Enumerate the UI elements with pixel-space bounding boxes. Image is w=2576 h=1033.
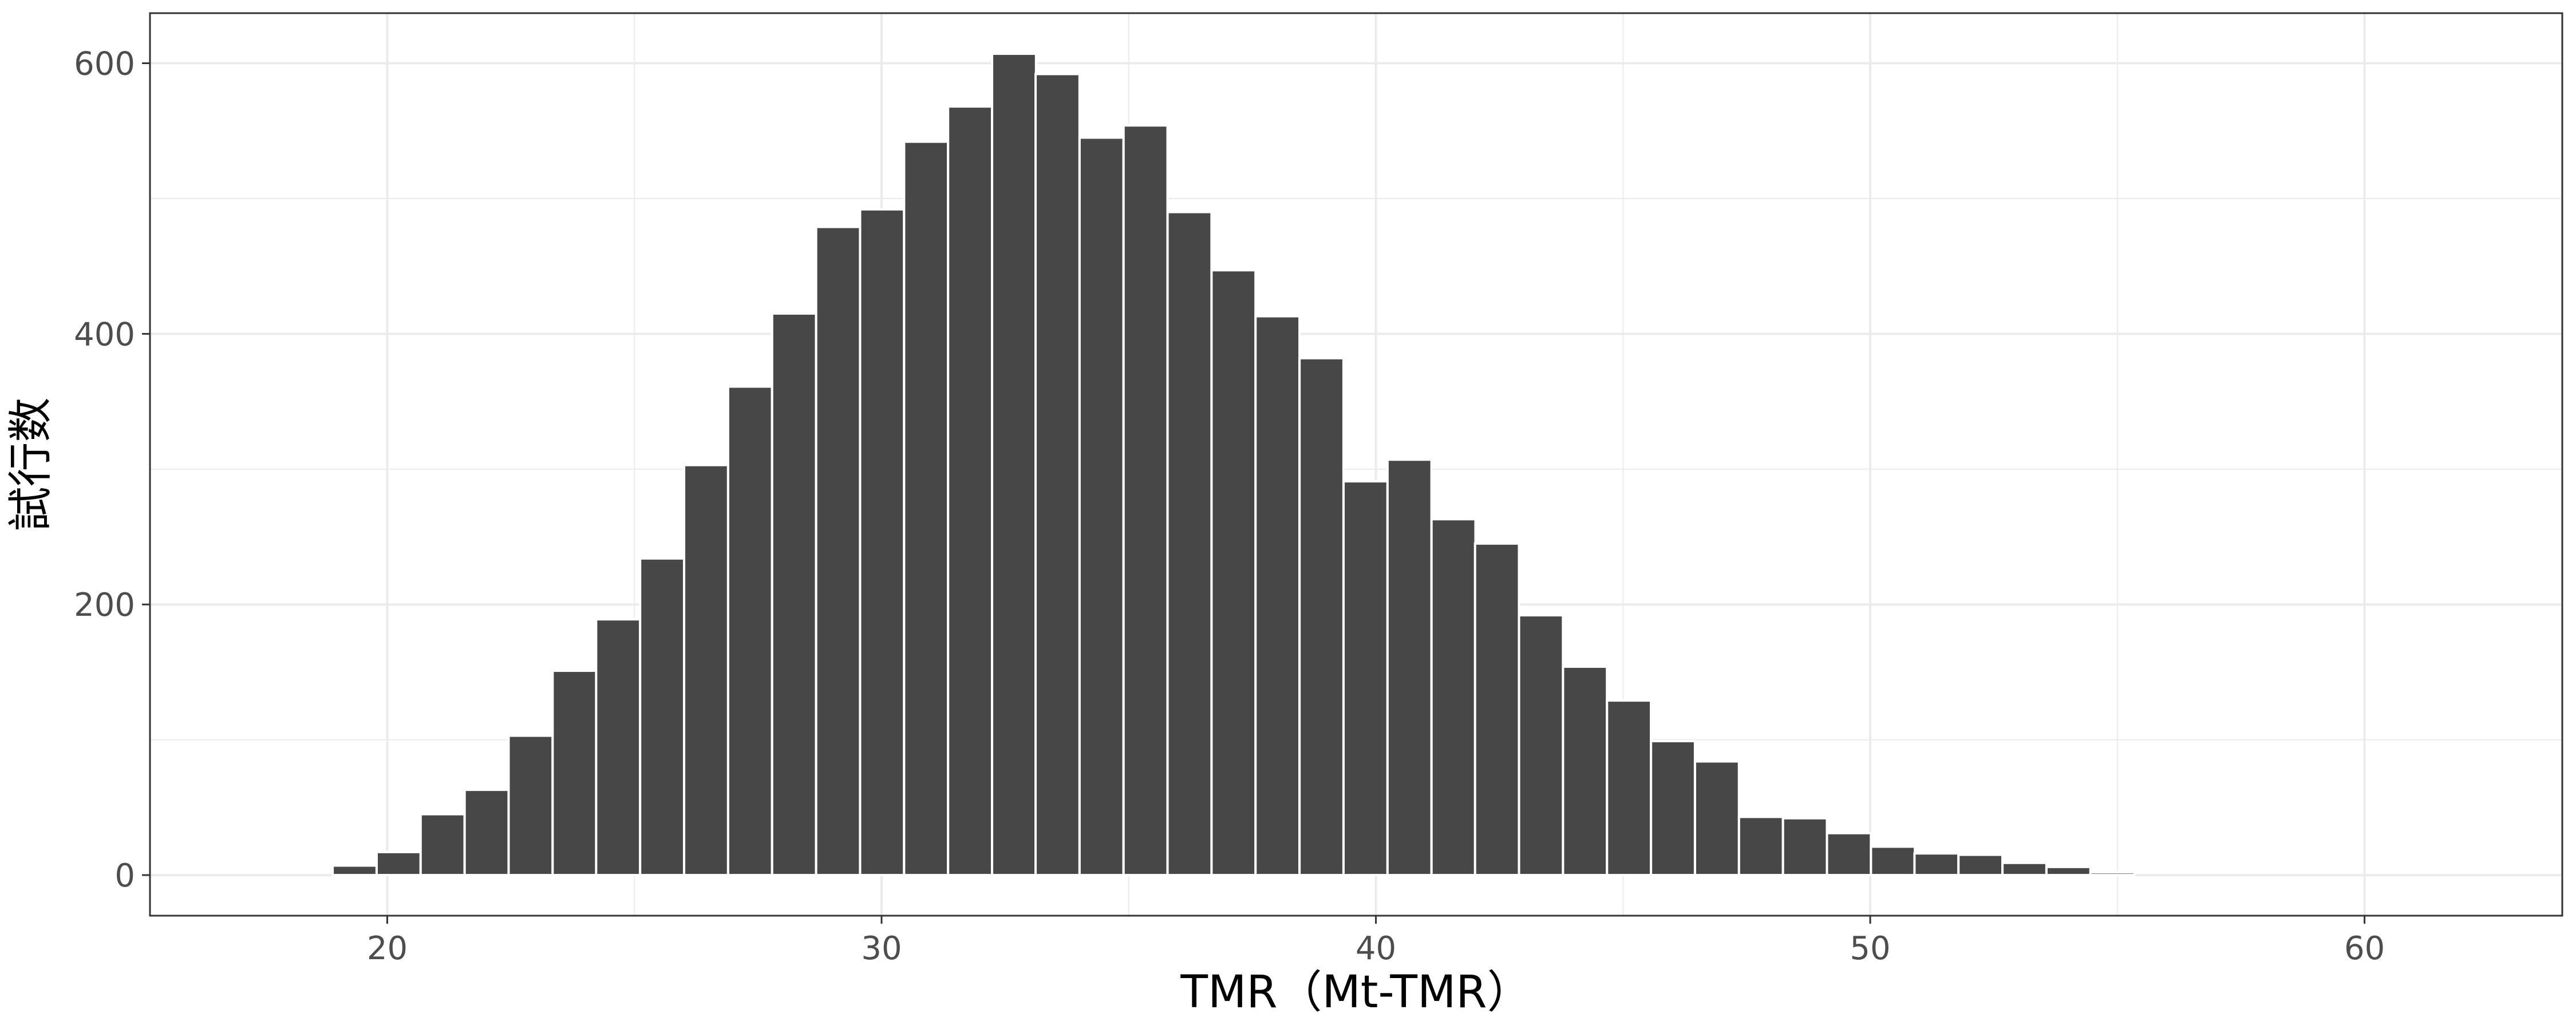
histogram-bar — [507, 734, 554, 877]
histogram-bar — [1298, 357, 1345, 877]
histogram-bar — [595, 618, 642, 877]
histogram-bar — [1386, 458, 1433, 877]
histogram-bar — [683, 464, 729, 877]
histogram-bar — [1078, 136, 1125, 877]
histogram-bar — [1870, 845, 1917, 877]
histogram-bar — [1957, 853, 2004, 877]
histogram-bar — [419, 813, 466, 877]
histogram-bar — [463, 789, 510, 877]
histogram-bar — [1166, 211, 1213, 877]
histogram-bar — [1342, 480, 1389, 877]
y-tick-label: 400 — [74, 316, 135, 353]
histogram-bars — [331, 52, 2136, 877]
histogram-bar — [991, 52, 1037, 877]
histogram-bar — [1473, 542, 1520, 877]
histogram-bar — [859, 208, 906, 877]
y-tick-label: 200 — [74, 587, 135, 624]
histogram-bar — [331, 864, 378, 877]
histogram-bar — [1430, 518, 1477, 877]
histogram-bar — [1826, 832, 1872, 877]
y-axis-title: 試行数 — [5, 397, 57, 531]
histogram-bar — [1254, 315, 1301, 877]
y-tick-label: 0 — [114, 857, 135, 895]
histogram-bar — [2045, 865, 2092, 877]
histogram-bar — [2089, 871, 2136, 877]
histogram-bar — [947, 105, 993, 877]
x-tick-label: 30 — [861, 930, 902, 967]
x-tick-label: 20 — [367, 930, 408, 967]
histogram-bar — [639, 557, 685, 877]
histogram-bar — [2001, 861, 2048, 877]
histogram-bar — [1913, 852, 1960, 877]
histogram-bar — [1122, 124, 1169, 877]
panel-border — [149, 12, 2563, 917]
histogram-bar — [375, 850, 422, 877]
histogram-bar — [1210, 269, 1257, 877]
histogram-bar — [771, 312, 817, 877]
x-axis-ticks: 20 30 40 50 60 — [367, 916, 2385, 967]
x-tick-label: 40 — [1356, 930, 1396, 967]
histogram-bar — [1693, 760, 1740, 877]
histogram-bar — [1034, 73, 1081, 877]
histogram-bar — [1650, 740, 1696, 877]
y-tick-label: 600 — [74, 45, 135, 82]
y-axis-ticks: 0 200 400 600 — [74, 45, 150, 895]
histogram-bar — [1781, 817, 1828, 877]
histogram-bar — [903, 140, 950, 877]
histogram-bar — [1562, 665, 1609, 877]
histogram-bar — [1606, 699, 1653, 877]
x-tick-label: 50 — [1850, 930, 1890, 967]
histogram-bar — [726, 385, 773, 877]
x-axis-title: TMR（Mt-TMR） — [1180, 967, 1531, 1018]
histogram-bar — [551, 670, 598, 877]
histogram-bar — [1518, 614, 1564, 877]
histogram-bar — [1737, 816, 1784, 877]
x-tick-label: 60 — [2344, 930, 2385, 967]
histogram-bar — [815, 225, 862, 877]
